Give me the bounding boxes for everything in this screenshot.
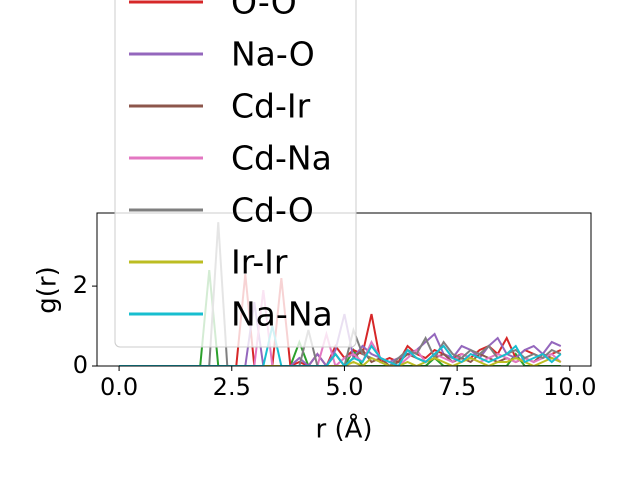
legend-box [114, 0, 357, 348]
y-tick-label: 0 [73, 351, 88, 379]
series-line [119, 356, 562, 366]
x-tick-label: 2.5 [213, 373, 251, 401]
legend-label: Na-O [231, 35, 315, 74]
legend-label: Cd-Na [231, 139, 332, 178]
legend-label: Cd-O [231, 191, 314, 230]
legend-label: Cd-Ir [231, 87, 311, 126]
x-axis-label: r (Å) [315, 413, 372, 445]
x-tick-label: 0.0 [100, 373, 138, 401]
series-line [119, 222, 562, 366]
x-tick-label: 10.0 [543, 373, 596, 401]
legend-label: Ir-Ir [231, 243, 288, 282]
y-tick-label: 2 [73, 271, 88, 299]
legend-label: Na-Na [231, 295, 333, 334]
series-line [119, 289, 562, 366]
series-line [119, 325, 562, 366]
legend-label: O-O [231, 0, 297, 22]
x-tick-label: 5.0 [325, 373, 363, 401]
x-tick-label: 7.5 [438, 373, 476, 401]
y-axis-label: g(r) [33, 266, 63, 313]
